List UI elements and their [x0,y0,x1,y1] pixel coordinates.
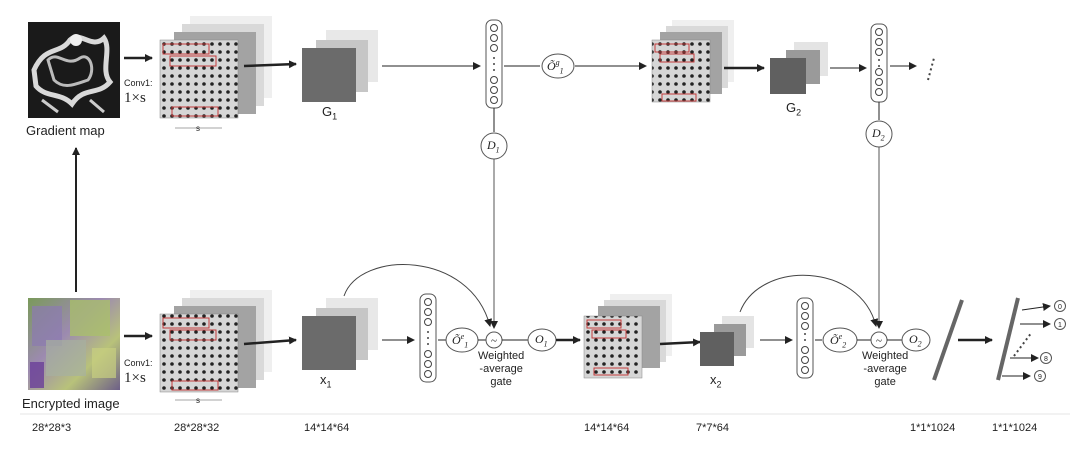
dim-label-fc1: 1*1*1024 [910,422,956,434]
dim-label-input: 28*28*3 [32,422,72,434]
output-node-9 [1034,370,1046,382]
x2-label: x2 [710,372,722,390]
top-continuation-dots [927,57,935,81]
output-node-8 [1040,352,1052,364]
g1-label: G1 [322,104,338,122]
dim-label-conv1: 28*28*32 [174,422,220,434]
output-arrow-0 [1021,303,1051,311]
dim-label-conv2: 14*14*64 [584,422,630,434]
gate1-caption: Weighted -average gate [478,350,525,388]
gradient-map-image [28,22,120,118]
x2-feature-stack [700,316,754,366]
g1-feature-stack [302,30,378,102]
x1-feature-stack [302,298,378,370]
x1-label: x1 [320,372,332,390]
oe2-label: Õe2 [830,332,847,350]
encrypted-image [28,298,120,390]
fc-layer-1 [932,299,964,381]
gate2-caption: Weighted -average gate [862,350,909,388]
bottom-conv-stack-2 [583,294,672,379]
output-node-0 [1054,300,1066,312]
arrow-to-x2 [659,338,701,347]
bottom-conv-label: Conv1: [124,358,153,368]
output-label-8: 8 [1044,356,1048,363]
o2-label: O2 [909,332,922,349]
bottom-conv-kernel: 1×s [124,370,146,386]
gate1-symbol: ~ [491,335,497,347]
gate2-symbol: ~ [876,335,882,347]
og1-node [541,53,575,79]
vector-top-1 [485,19,503,109]
output-continuation-dots [1013,331,1033,357]
top-conv-s-label: s [196,124,200,133]
top-conv-kernel: 1×s [124,90,146,106]
dim-label-x2: 7*7*64 [696,422,730,434]
fc-layer-2 [996,297,1020,381]
top-conv-label: Conv1: [124,78,153,88]
vector-top-2 [870,23,888,103]
output-label-1: 1 [1058,322,1062,329]
bottom-conv-s-label: s [196,396,200,405]
arrow-to-g1 [243,60,297,69]
vector-bottom-2 [796,297,814,379]
oe1-label: Õe1 [452,332,469,350]
og1-label: Õg1 [547,58,564,76]
g2-label: G2 [786,100,802,118]
x1-skip-curve [343,264,493,327]
encrypted-image-label: Encrypted image [22,396,120,411]
output-node-1 [1054,318,1066,330]
top-conv-stack-2 [651,20,734,103]
x2-skip-curve [739,274,879,327]
vector-bottom-1 [419,293,437,383]
output-label-9: 9 [1038,374,1042,381]
arrow-to-x1 [243,336,297,346]
dim-label-x1: 14*14*64 [304,422,350,434]
g2-feature-stack [770,42,828,94]
d1-label: D1 [487,138,500,155]
dim-label-fc2: 1*1*1024 [992,422,1038,434]
bottom-conv-stack [159,290,272,401]
output-label-0: 0 [1058,304,1062,311]
o1-label: O1 [535,332,548,349]
top-conv-stack [159,16,272,129]
o2-node [901,328,931,352]
gradient-map-label: Gradient map [26,123,105,138]
d2-label: D2 [872,126,885,143]
